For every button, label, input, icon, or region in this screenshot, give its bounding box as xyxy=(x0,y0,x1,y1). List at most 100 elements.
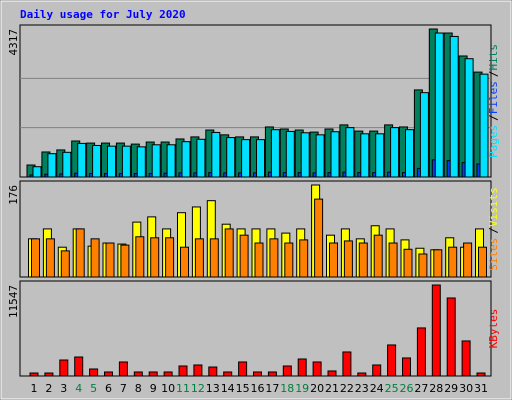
bar xyxy=(479,73,489,178)
x-tick-label: 28 xyxy=(429,382,443,395)
x-tick-label: 24 xyxy=(370,382,384,395)
x-tick-label: 20 xyxy=(310,382,324,395)
bar xyxy=(343,240,353,278)
bar xyxy=(193,364,203,377)
bar xyxy=(211,131,221,178)
bar xyxy=(431,284,441,377)
x-tick-label: 25 xyxy=(385,382,399,395)
legend-separator: / xyxy=(487,114,500,121)
bar xyxy=(476,372,486,377)
bar xyxy=(461,340,471,377)
bar xyxy=(196,138,206,178)
x-tick-label: 10 xyxy=(161,382,175,395)
x-tick-label: 14 xyxy=(221,382,235,395)
bar xyxy=(181,141,191,178)
x-tick-label: 16 xyxy=(251,382,265,395)
bar xyxy=(148,371,158,377)
bar xyxy=(118,361,128,377)
bar xyxy=(433,249,443,278)
bar xyxy=(163,371,173,377)
legend-entry: Files xyxy=(487,81,500,114)
bar xyxy=(194,238,204,278)
bar xyxy=(285,130,295,178)
bar xyxy=(282,365,292,377)
bar xyxy=(32,166,42,178)
bar xyxy=(405,129,414,178)
x-tick-label: 6 xyxy=(105,382,112,395)
bar xyxy=(92,144,102,178)
x-tick-label: 31 xyxy=(474,382,488,395)
bar xyxy=(60,250,70,278)
x-tick-label: 2 xyxy=(45,382,52,395)
legend-entry: Hits xyxy=(487,44,500,71)
bar xyxy=(357,372,367,377)
x-tick-label: 15 xyxy=(236,382,250,395)
bar xyxy=(105,242,115,278)
x-tick-label: 17 xyxy=(265,382,279,395)
bar xyxy=(226,137,236,178)
bar xyxy=(241,139,251,178)
bar xyxy=(136,146,146,178)
legend: KBytes xyxy=(487,309,500,349)
bar xyxy=(178,365,188,377)
bar xyxy=(330,131,340,178)
bar xyxy=(418,253,428,278)
legend-entry: KBytes xyxy=(487,309,500,349)
bar xyxy=(327,370,337,377)
plot-area xyxy=(19,280,492,377)
bar xyxy=(107,145,116,178)
x-tick-label: 9 xyxy=(150,382,157,395)
bar xyxy=(345,127,355,178)
x-tick-label: 12 xyxy=(191,382,205,395)
bar xyxy=(388,242,398,278)
legend: Pages/Files/Hits xyxy=(487,44,500,158)
bar xyxy=(403,248,413,278)
x-tick-label: 27 xyxy=(414,382,428,395)
bar xyxy=(402,357,411,377)
bar xyxy=(90,238,100,278)
bar xyxy=(315,134,325,178)
bar xyxy=(360,133,370,178)
bar xyxy=(372,364,382,377)
x-tick-label: 7 xyxy=(120,382,127,395)
bar xyxy=(463,242,473,278)
legend: Sites /Visits xyxy=(487,187,500,271)
bar xyxy=(75,228,85,278)
bar xyxy=(256,139,265,178)
bar xyxy=(253,371,262,377)
x-tick-label: 11 xyxy=(176,382,190,395)
x-tick-label: 21 xyxy=(325,382,339,395)
bar xyxy=(29,372,39,377)
x-tick-label: 29 xyxy=(444,382,458,395)
bar xyxy=(165,237,175,278)
x-tick-label: 1 xyxy=(31,382,38,395)
bar xyxy=(150,237,160,278)
x-tick-label: 30 xyxy=(459,382,473,395)
x-tick-label: 13 xyxy=(206,382,220,395)
bar xyxy=(358,242,368,278)
bar xyxy=(446,297,456,377)
y-tick-label: 176 xyxy=(7,185,20,205)
bar xyxy=(387,344,397,377)
bar xyxy=(238,361,248,377)
bar xyxy=(44,372,54,377)
bar xyxy=(135,236,145,278)
bar xyxy=(269,238,279,278)
bar xyxy=(239,234,249,278)
bar xyxy=(59,359,69,377)
legend-entry: Pages xyxy=(487,125,500,158)
bar xyxy=(375,133,385,178)
bar xyxy=(300,132,310,178)
bar xyxy=(45,238,55,278)
bar xyxy=(342,351,352,377)
legend-entry: Sites xyxy=(487,238,500,271)
chart-title: Daily usage for July 2020 xyxy=(20,8,186,21)
bar xyxy=(47,153,57,178)
y-tick-label: 4317 xyxy=(7,29,20,56)
x-tick-label: 5 xyxy=(90,382,97,395)
y-tick-label: 11547 xyxy=(7,285,20,318)
bar xyxy=(77,142,87,178)
x-tick-label: 4 xyxy=(75,382,82,395)
bar xyxy=(89,368,99,377)
bar xyxy=(373,234,383,278)
